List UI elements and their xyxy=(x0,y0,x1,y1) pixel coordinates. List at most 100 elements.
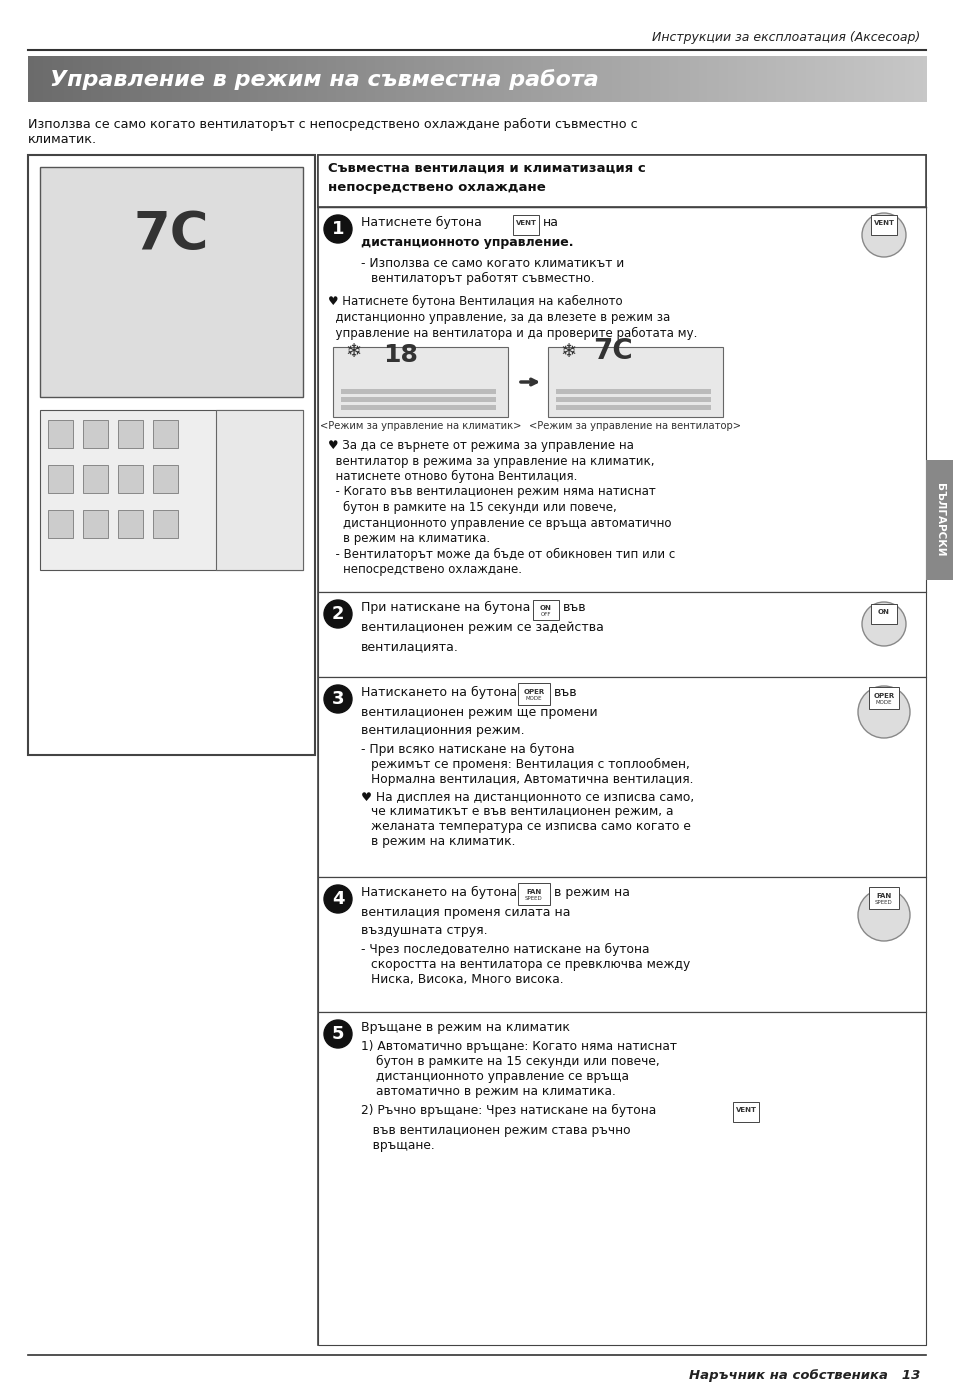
Bar xyxy=(309,56,313,102)
Bar xyxy=(671,56,675,102)
Bar xyxy=(740,56,743,102)
Bar xyxy=(476,56,480,102)
Bar xyxy=(581,56,585,102)
Bar xyxy=(620,56,624,102)
Bar xyxy=(728,56,732,102)
Bar xyxy=(450,56,454,102)
Text: 5: 5 xyxy=(332,1025,344,1043)
Bar xyxy=(513,216,538,235)
Bar xyxy=(844,56,848,102)
Bar xyxy=(818,56,821,102)
Bar xyxy=(177,56,181,102)
Bar xyxy=(132,56,136,102)
Bar xyxy=(868,888,898,909)
Bar xyxy=(907,56,911,102)
Bar xyxy=(464,56,468,102)
Bar xyxy=(647,56,651,102)
Bar xyxy=(366,56,370,102)
Bar xyxy=(868,56,872,102)
Text: дистанционното управление.: дистанционното управление. xyxy=(360,237,573,249)
Bar xyxy=(883,56,887,102)
Bar xyxy=(118,465,143,493)
Bar xyxy=(653,56,657,102)
Text: - Вентилаторът може да бъде от обикновен тип или с: - Вентилаторът може да бъде от обикновен… xyxy=(328,547,675,560)
Bar xyxy=(479,56,483,102)
Bar xyxy=(100,56,104,102)
Bar xyxy=(297,56,301,102)
Bar xyxy=(797,56,801,102)
Text: SPEED: SPEED xyxy=(524,896,542,900)
Bar xyxy=(250,56,253,102)
Bar xyxy=(429,56,433,102)
Bar xyxy=(556,405,710,410)
Bar xyxy=(215,410,303,570)
Bar xyxy=(558,56,561,102)
Bar xyxy=(534,56,537,102)
Bar xyxy=(360,56,364,102)
Text: в режим на: в режим на xyxy=(554,886,629,899)
Bar xyxy=(180,56,184,102)
Bar xyxy=(856,56,860,102)
Bar xyxy=(913,56,917,102)
Bar xyxy=(578,56,582,102)
Bar xyxy=(390,56,394,102)
Bar xyxy=(862,56,866,102)
Bar xyxy=(67,56,71,102)
Text: във: във xyxy=(554,686,577,699)
Bar xyxy=(153,56,157,102)
Bar xyxy=(317,876,925,1012)
Bar xyxy=(829,56,833,102)
Bar xyxy=(237,56,241,102)
Bar xyxy=(495,56,498,102)
Bar xyxy=(576,56,579,102)
Bar xyxy=(83,465,108,493)
Bar xyxy=(734,56,738,102)
Bar xyxy=(916,56,920,102)
Bar xyxy=(381,56,385,102)
Bar xyxy=(668,56,672,102)
Bar xyxy=(48,465,73,493)
Bar xyxy=(853,211,913,277)
Bar xyxy=(330,56,334,102)
Bar xyxy=(174,56,178,102)
Bar xyxy=(124,56,128,102)
Bar xyxy=(919,56,923,102)
Bar xyxy=(317,592,925,678)
Bar xyxy=(860,56,863,102)
Bar xyxy=(599,56,603,102)
Bar xyxy=(679,56,683,102)
Text: VENT: VENT xyxy=(515,220,536,225)
Text: 1: 1 xyxy=(332,220,344,238)
Text: Ниска, Висока, Много висока.: Ниска, Висока, Много висока. xyxy=(371,973,563,986)
Bar xyxy=(243,56,247,102)
Bar xyxy=(416,56,420,102)
Bar xyxy=(749,56,753,102)
Circle shape xyxy=(324,601,352,629)
Bar xyxy=(614,56,618,102)
Bar xyxy=(447,56,451,102)
Bar xyxy=(340,398,496,402)
Bar xyxy=(48,510,73,538)
Bar xyxy=(315,56,319,102)
Bar xyxy=(892,56,896,102)
Bar xyxy=(234,56,238,102)
Bar xyxy=(682,56,686,102)
Bar xyxy=(408,56,412,102)
Bar xyxy=(317,155,925,207)
Bar xyxy=(213,56,217,102)
Bar xyxy=(545,56,549,102)
Text: вентилатор в режима за управление на климатик,: вентилатор в режима за управление на кли… xyxy=(328,455,654,468)
Text: 18: 18 xyxy=(382,343,417,367)
Text: ♥ Натиснете бутона Вентилация на кабелното: ♥ Натиснете бутона Вентилация на кабелно… xyxy=(328,295,622,308)
Bar xyxy=(713,56,717,102)
Bar xyxy=(201,56,205,102)
Bar xyxy=(387,56,391,102)
Bar xyxy=(138,56,142,102)
Bar xyxy=(58,56,62,102)
Bar xyxy=(517,883,550,904)
Bar xyxy=(419,56,423,102)
Bar xyxy=(563,56,567,102)
Bar xyxy=(414,56,417,102)
Bar xyxy=(342,56,346,102)
Text: Използва се само когато вентилаторът с непосредствено охлаждане работи съвместно: Използва се само когато вентилаторът с н… xyxy=(28,118,637,132)
